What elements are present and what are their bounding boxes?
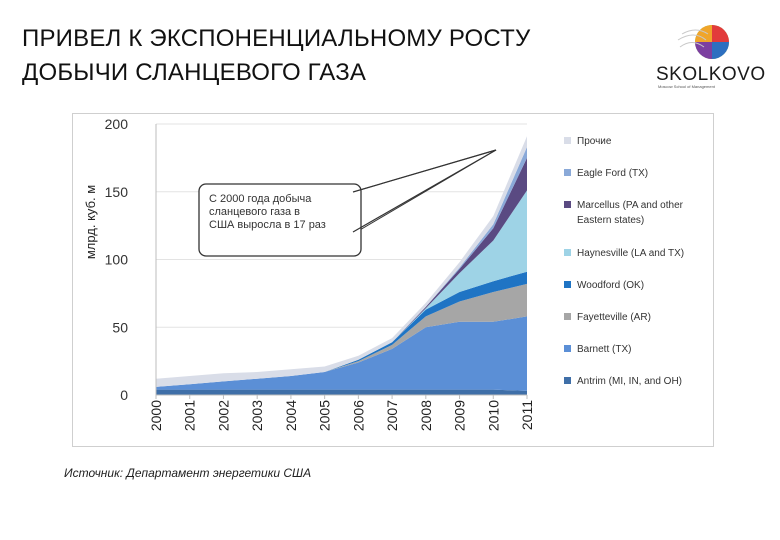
callout-line-1: С 2000 года добыча <box>209 193 312 205</box>
skolkovo-logo: SKOLKOVO Moscow School of Management <box>652 20 765 92</box>
callout-line-3: США выросла в 17 раз <box>209 219 326 231</box>
x-tick-label: 2010 <box>485 400 501 431</box>
logo-mark-icon <box>677 25 729 59</box>
series-area-barnett-tx <box>156 316 527 391</box>
series-area-woodford-ok <box>156 271 527 387</box>
x-tick-label: 2000 <box>148 400 164 431</box>
legend-swatch-woodford-ok <box>564 281 571 288</box>
x-tick-label: 2004 <box>283 400 299 431</box>
logo-brand: SKOLKOVO <box>656 64 766 85</box>
legend-swatch-прочие <box>564 137 571 144</box>
page-title: ПРИВЕЛ К ЭКСПОНЕНЦИАЛЬНОМУ РОСТУ ДОБЫЧИ … <box>22 22 530 90</box>
legend-label: Woodford (OK) <box>577 280 644 291</box>
legend-label: Antrim (MI, IN, and OH) <box>577 376 682 387</box>
y-tick-label: 100 <box>105 252 129 268</box>
x-tick-label: 2011 <box>519 400 535 430</box>
x-tick-label: 2008 <box>418 400 434 431</box>
series-area-antrim-mi-in-and-oh <box>156 389 527 395</box>
legend-swatch-haynesville-la-and-tx <box>564 249 571 256</box>
y-tick-label: 50 <box>112 319 128 335</box>
x-tick-label: 2009 <box>452 400 468 431</box>
legend-swatch-eagle-ford-tx <box>564 169 571 176</box>
source-note: Источник: Департамент энергетики США <box>64 466 312 480</box>
series-area-haynesville-la-and-tx <box>156 190 527 387</box>
y-tick-label: 200 <box>105 116 129 132</box>
series-area-fayetteville-ar <box>156 283 527 387</box>
legend-label: Eastern states) <box>577 215 644 226</box>
x-tick-label: 2002 <box>215 400 231 431</box>
legend-swatch-antrim-mi-in-and-oh <box>564 377 571 384</box>
area-chart: 0 50 100 150 200 млрд. куб. м 2000 2001 2002 2003… <box>83 116 684 431</box>
legend-label: Прочие <box>577 136 612 147</box>
y-tick-label: 0 <box>120 387 128 403</box>
y-axis-label: млрд. куб. м <box>83 185 98 259</box>
x-tick-label: 2006 <box>350 400 366 431</box>
title-line-1: ПРИВЕЛ К ЭКСПОНЕНЦИАЛЬНОМУ РОСТУ <box>22 25 531 52</box>
callout-line-2: сланцевого газа в <box>209 206 300 218</box>
legend-label: Marcellus (PA and other <box>577 200 684 211</box>
legend-swatch-fayetteville-ar <box>564 313 571 320</box>
legend-label: Fayetteville (AR) <box>577 312 651 323</box>
x-tick-label: 2003 <box>249 400 265 431</box>
legend-label: Eagle Ford (TX) <box>577 168 648 179</box>
logo-tagline: Moscow School of Management <box>658 84 715 89</box>
title-line-2: ДОБЫЧИ СЛАНЦЕВОГО ГАЗА <box>22 59 367 86</box>
legend-label: Haynesville (LA and TX) <box>577 248 684 259</box>
legend-label: Barnett (TX) <box>577 344 631 355</box>
x-tick-label: 2001 <box>182 400 198 431</box>
chart-panel: 0 50 100 150 200 млрд. куб. м 2000 2001 2002 2003… <box>72 113 714 447</box>
callout: С 2000 года добыча сланцевого газа в США… <box>198 149 497 257</box>
legend-swatch-marcellus-pa-and-other-eastern-states <box>564 201 571 208</box>
y-tick-label: 150 <box>105 184 129 200</box>
x-tick-label: 2005 <box>317 400 333 431</box>
x-tick-label: 2007 <box>384 400 400 431</box>
legend-swatch-barnett-tx <box>564 345 571 352</box>
